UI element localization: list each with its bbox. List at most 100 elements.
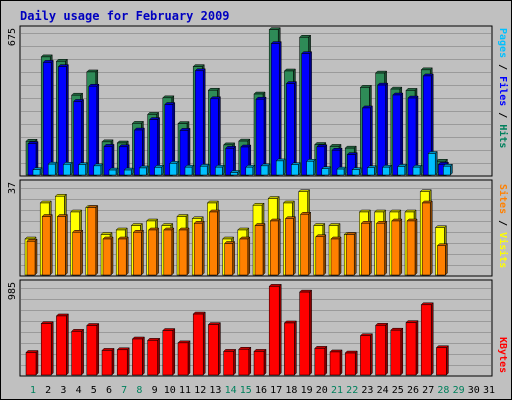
bar-pages-day-22 bbox=[351, 167, 362, 176]
x-tick-label-6: 6 bbox=[106, 385, 112, 396]
x-tick-label-15: 15 bbox=[240, 385, 252, 396]
bar-sites-day-13 bbox=[208, 209, 221, 276]
bar-pages-day-11 bbox=[184, 164, 195, 176]
bar-pages-day-24 bbox=[381, 164, 393, 176]
bar-pages-day-18 bbox=[290, 162, 302, 176]
bar-pages-day-17 bbox=[275, 158, 286, 176]
bar-sites-day-26 bbox=[406, 218, 418, 276]
bar-sites-day-8 bbox=[132, 229, 145, 276]
bar-sites-day-18 bbox=[284, 216, 297, 276]
x-tick-label-27: 27 bbox=[422, 385, 434, 396]
panel-kbytes-ymax-label: 985 bbox=[7, 282, 18, 300]
x-tick-label-18: 18 bbox=[285, 385, 297, 396]
bar-kbytes-day-18 bbox=[283, 320, 298, 376]
x-tick-label-10: 10 bbox=[164, 385, 176, 396]
bar-pages-day-5 bbox=[93, 163, 104, 176]
bar-kbytes-day-17 bbox=[268, 283, 282, 376]
bar-sites-day-10 bbox=[163, 227, 175, 276]
legend-part-2: Files bbox=[497, 76, 509, 106]
bar-pages-day-27 bbox=[427, 150, 438, 176]
legend-part-2: Visits bbox=[497, 232, 509, 268]
bar-kbytes-day-11 bbox=[177, 340, 191, 376]
bar-sites-day-21 bbox=[330, 236, 342, 276]
bar-kbytes-day-21 bbox=[329, 349, 343, 376]
bar-sites-day-19 bbox=[299, 211, 312, 276]
bar-files-day-27 bbox=[422, 73, 434, 176]
bar-kbytes-day-10 bbox=[162, 327, 176, 376]
x-tick-label-22: 22 bbox=[346, 385, 358, 396]
bar-pages-day-9 bbox=[153, 164, 165, 176]
panel-visits-sites-ymax-label: 37 bbox=[7, 182, 18, 194]
bar-files-day-25 bbox=[392, 92, 404, 176]
x-tick-label-14: 14 bbox=[225, 385, 237, 396]
bar-sites-day-23 bbox=[360, 220, 373, 276]
bar-sites-day-5 bbox=[87, 204, 99, 276]
legend-part-4: Hits bbox=[497, 124, 509, 148]
legend-part-3: / bbox=[497, 106, 508, 124]
bar-kbytes-day-3 bbox=[55, 313, 70, 376]
bar-files-day-17 bbox=[270, 40, 282, 176]
bar-kbytes-day-13 bbox=[207, 321, 222, 376]
bar-kbytes-day-12 bbox=[192, 311, 206, 376]
bar-sites-day-28 bbox=[436, 243, 449, 276]
bar-files-day-6 bbox=[103, 143, 115, 176]
bar-sites-day-24 bbox=[375, 220, 388, 276]
bar-pages-day-4 bbox=[77, 162, 89, 176]
bar-kbytes-day-4 bbox=[70, 328, 85, 376]
bar-pages-day-21 bbox=[336, 166, 347, 176]
bar-pages-day-10 bbox=[169, 160, 180, 176]
bar-kbytes-day-19 bbox=[298, 289, 313, 376]
bar-pages-day-15 bbox=[245, 164, 256, 176]
bar-pages-day-23 bbox=[366, 165, 378, 176]
legend-part-1: / bbox=[497, 58, 508, 76]
bar-kbytes-day-5 bbox=[86, 322, 100, 376]
bar-files-day-18 bbox=[285, 80, 298, 176]
x-tick-label-8: 8 bbox=[136, 385, 142, 396]
panel-hits-files-pages-legend-label: Pages / Files / Hits bbox=[497, 28, 509, 148]
panel-hits-files-pages-ymax-label: 675 bbox=[7, 28, 18, 46]
bar-sites-day-25 bbox=[391, 218, 403, 276]
bar-files-day-26 bbox=[407, 95, 419, 176]
x-tick-label-26: 26 bbox=[407, 385, 419, 396]
x-tick-label-13: 13 bbox=[209, 385, 221, 396]
bar-sites-day-3 bbox=[56, 213, 69, 276]
panel-visits-sites-legend-label: Sites / Visits bbox=[497, 184, 509, 268]
panel-kbytes: 985 KBytes bbox=[7, 279, 508, 377]
bar-sites-day-17 bbox=[269, 218, 281, 276]
x-tick-label-31: 31 bbox=[483, 385, 495, 396]
bar-kbytes-day-26 bbox=[405, 320, 419, 376]
bar-kbytes-day-28 bbox=[435, 345, 450, 376]
bar-sites-day-4 bbox=[71, 229, 84, 276]
bar-files-day-4 bbox=[72, 98, 85, 176]
bar-pages-day-28 bbox=[442, 163, 454, 176]
bar-pages-day-1 bbox=[32, 167, 43, 176]
chart-title: Daily usage for February 2009 bbox=[20, 9, 230, 23]
chart-panels: 675 Pages / Files / Hits 37 Sites / Visits 9… bbox=[7, 25, 509, 377]
bar-sites-day-11 bbox=[178, 227, 190, 276]
x-tick-label-24: 24 bbox=[377, 385, 389, 396]
bar-files-day-12 bbox=[194, 68, 206, 176]
bar-pages-day-7 bbox=[123, 167, 134, 176]
bar-pages-day-14 bbox=[229, 169, 241, 176]
bar-pages-day-6 bbox=[108, 167, 119, 176]
x-tick-label-16: 16 bbox=[255, 385, 267, 396]
bar-sites-day-20 bbox=[315, 234, 327, 276]
x-tick-label-30: 30 bbox=[468, 385, 480, 396]
bar-pages-day-13 bbox=[214, 164, 226, 176]
bar-pages-day-25 bbox=[397, 163, 408, 176]
x-tick-label-20: 20 bbox=[316, 385, 328, 396]
x-tick-label-23: 23 bbox=[361, 385, 373, 396]
bar-kbytes-day-14 bbox=[222, 348, 237, 376]
bar-kbytes-day-2 bbox=[40, 321, 54, 376]
bar-files-day-23 bbox=[361, 105, 374, 176]
bar-files-day-2 bbox=[42, 59, 54, 176]
bar-sites-day-12 bbox=[193, 220, 205, 276]
bar-sites-day-27 bbox=[421, 200, 433, 276]
bar-kbytes-day-15 bbox=[238, 346, 252, 376]
bar-kbytes-day-1 bbox=[25, 349, 39, 376]
x-tick-label-3: 3 bbox=[60, 385, 66, 396]
bar-files-day-5 bbox=[88, 83, 100, 176]
legend-part-0: KBytes bbox=[497, 337, 508, 373]
series-sites bbox=[26, 200, 449, 276]
x-tick-label-25: 25 bbox=[392, 385, 404, 396]
